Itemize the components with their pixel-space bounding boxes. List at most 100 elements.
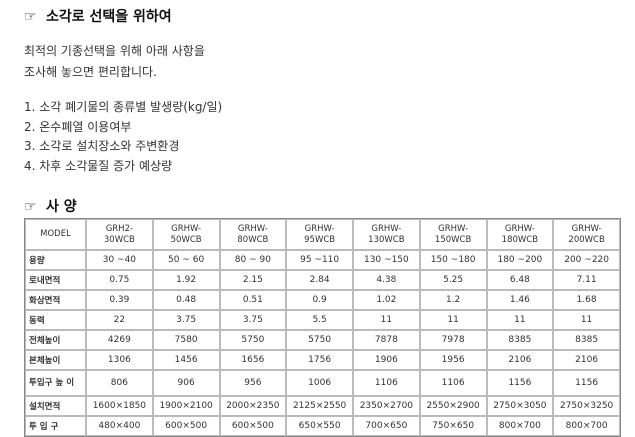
table-cell: 1900×2100 xyxy=(152,396,220,416)
model-header-cell: GRHW- 130WCB xyxy=(353,219,420,250)
checklist-item: 4. 차후 소각물질 증가 예상량 xyxy=(24,158,173,173)
table-header-row: MODEL GRH2- 30WCB GRHW- 50WCB GRHW- 80WCB GRHW-… xyxy=(25,219,620,250)
table-cell: 150 ~180 xyxy=(419,250,487,270)
model-name-part: GRHW- xyxy=(304,223,335,234)
model-name-part: 95WCB xyxy=(304,234,336,245)
section-title: 사 양 xyxy=(46,199,77,215)
table-cell: 11 xyxy=(353,310,420,330)
table-cell: 0.75 xyxy=(86,270,153,290)
table-cell: 1156 xyxy=(486,370,554,396)
table-cell: 2106 xyxy=(553,350,620,370)
table-cell: 95 ~110 xyxy=(286,250,353,270)
row-label: 용량 xyxy=(25,250,86,270)
table-cell: 1156 xyxy=(553,370,620,396)
model-name-part: GRH2- xyxy=(105,223,134,234)
table-cell: 2750×3250 xyxy=(553,396,620,416)
spec-table: MODEL GRH2- 30WCB GRHW- 50WCB GRHW- 80WCB GRHW-… xyxy=(24,218,621,437)
table-cell: 180 ~200 xyxy=(486,250,554,270)
table-cell: 3.75 xyxy=(219,310,287,330)
table-cell: 11 xyxy=(419,310,487,330)
table-cell: 1956 xyxy=(419,350,487,370)
model-name-part: GRHW- xyxy=(171,223,202,234)
table-cell: 800×700 xyxy=(486,416,554,436)
model-header-cell: GRHW- 200WCB xyxy=(553,219,620,250)
row-label: 투 입 구 xyxy=(25,416,86,436)
table-cell: 1106 xyxy=(419,370,487,396)
table-cell: 1756 xyxy=(286,350,353,370)
model-header-cell: GRHW- 150WCB xyxy=(419,219,487,250)
table-cell: 5750 xyxy=(219,330,287,350)
checklist-item: 1. 소각 폐기물의 종류별 발생량(kg/일) xyxy=(24,100,223,114)
model-name-part: GRHW- xyxy=(371,223,402,234)
pointing-hand-icon: ☞ xyxy=(24,199,37,215)
table-cell: 1600×1850 xyxy=(86,396,153,416)
table-cell: 2.15 xyxy=(219,270,287,290)
section-heading-spec: ☞ 사 양 xyxy=(24,196,77,216)
table-cell: 0.9 xyxy=(286,290,353,310)
table-cell: 8385 xyxy=(486,330,554,350)
intro-line: 최적의 기종선택을 위해 아래 사항을 xyxy=(24,44,205,58)
table-cell: 800×700 xyxy=(553,416,620,436)
model-header-cell: GRH2- 30WCB xyxy=(86,219,153,250)
table-cell: 1.68 xyxy=(553,290,620,310)
table-cell: 30 ~40 xyxy=(86,250,153,270)
table-cell: 200 ~220 xyxy=(553,250,620,270)
table-row: 전체높이 4269 7580 5750 5750 7878 7978 8385 8385 xyxy=(25,330,620,350)
table-cell: 1.02 xyxy=(353,290,420,310)
row-label: 투입구 높 이 xyxy=(25,370,86,396)
table-cell: 700×650 xyxy=(353,416,420,436)
row-label: 본체높이 xyxy=(25,350,86,370)
checklist-item: 3. 소각로 설치장소와 주변환경 xyxy=(24,139,180,153)
table-cell: 600×500 xyxy=(219,416,287,436)
table-cell: 0.39 xyxy=(86,290,153,310)
table-cell: 1.2 xyxy=(419,290,487,310)
table-cell: 750×650 xyxy=(419,416,487,436)
table-cell: 600×500 xyxy=(152,416,220,436)
model-name-part: GRHW- xyxy=(571,223,602,234)
checklist: 1. 소각 폐기물의 종류별 발생량(kg/일) 2. 온수폐열 이용여부 3.… xyxy=(24,98,222,176)
table-row: 투 입 구 480×400 600×500 600×500 650×550 700×650… xyxy=(25,416,620,436)
model-name-part: GRHW- xyxy=(504,223,535,234)
table-cell: 7.11 xyxy=(553,270,620,290)
table-cell: 906 xyxy=(152,370,220,396)
row-label: 화상면적 xyxy=(25,290,86,310)
section-title: 소각로 선택을 위하여 xyxy=(46,9,172,25)
table-cell: 5750 xyxy=(286,330,353,350)
table-cell: 2125×2550 xyxy=(286,396,353,416)
intro-paragraph: 최적의 기종선택을 위해 아래 사항을 조사해 놓으면 편리합니다. xyxy=(24,41,205,83)
table-cell: 2750×3050 xyxy=(486,396,554,416)
model-header-cell: GRHW- 80WCB xyxy=(219,219,287,250)
section-heading-selection: ☞ 소각로 선택을 위하여 xyxy=(24,6,172,26)
table-cell: 806 xyxy=(86,370,153,396)
table-cell: 4.38 xyxy=(353,270,420,290)
table-cell: 11 xyxy=(553,310,620,330)
table-cell: 956 xyxy=(219,370,287,396)
model-name-part: 50WCB xyxy=(170,234,202,245)
model-name-part: 150WCB xyxy=(434,234,472,245)
table-cell: 0.48 xyxy=(152,290,220,310)
row-label: 동력 xyxy=(25,310,86,330)
table-cell: 22 xyxy=(86,310,153,330)
table-cell: 1456 xyxy=(152,350,220,370)
table-cell: 650×550 xyxy=(286,416,353,436)
table-cell: 2.84 xyxy=(286,270,353,290)
pointing-hand-icon: ☞ xyxy=(24,9,37,25)
table-cell: 80 ~ 90 xyxy=(219,250,287,270)
checklist-item: 2. 온수폐열 이용여부 xyxy=(24,119,132,134)
table-cell: 1906 xyxy=(353,350,420,370)
table-cell: 130 ~150 xyxy=(353,250,420,270)
table-cell: 7580 xyxy=(152,330,220,350)
model-name-part: 80WCB xyxy=(237,234,269,245)
table-row: 본체높이 1306 1456 1656 1756 1906 1956 2106 2106 xyxy=(25,350,620,370)
table-row: 화상면적 0.39 0.48 0.51 0.9 1.02 1.2 1.46 1.68 xyxy=(25,290,620,310)
table-row: 동력 22 3.75 3.75 5.5 11 11 11 11 xyxy=(25,310,620,330)
row-label: 로내면적 xyxy=(25,270,86,290)
table-cell: 480×400 xyxy=(86,416,153,436)
table-cell: 50 ~ 60 xyxy=(152,250,220,270)
row-label: 전체높이 xyxy=(25,330,86,350)
table-cell: 6.48 xyxy=(486,270,554,290)
model-header-cell: GRHW- 180WCB xyxy=(486,219,554,250)
table-cell: 2000×2350 xyxy=(219,396,287,416)
table-cell: 1656 xyxy=(219,350,287,370)
table-header-label: MODEL xyxy=(25,219,86,250)
